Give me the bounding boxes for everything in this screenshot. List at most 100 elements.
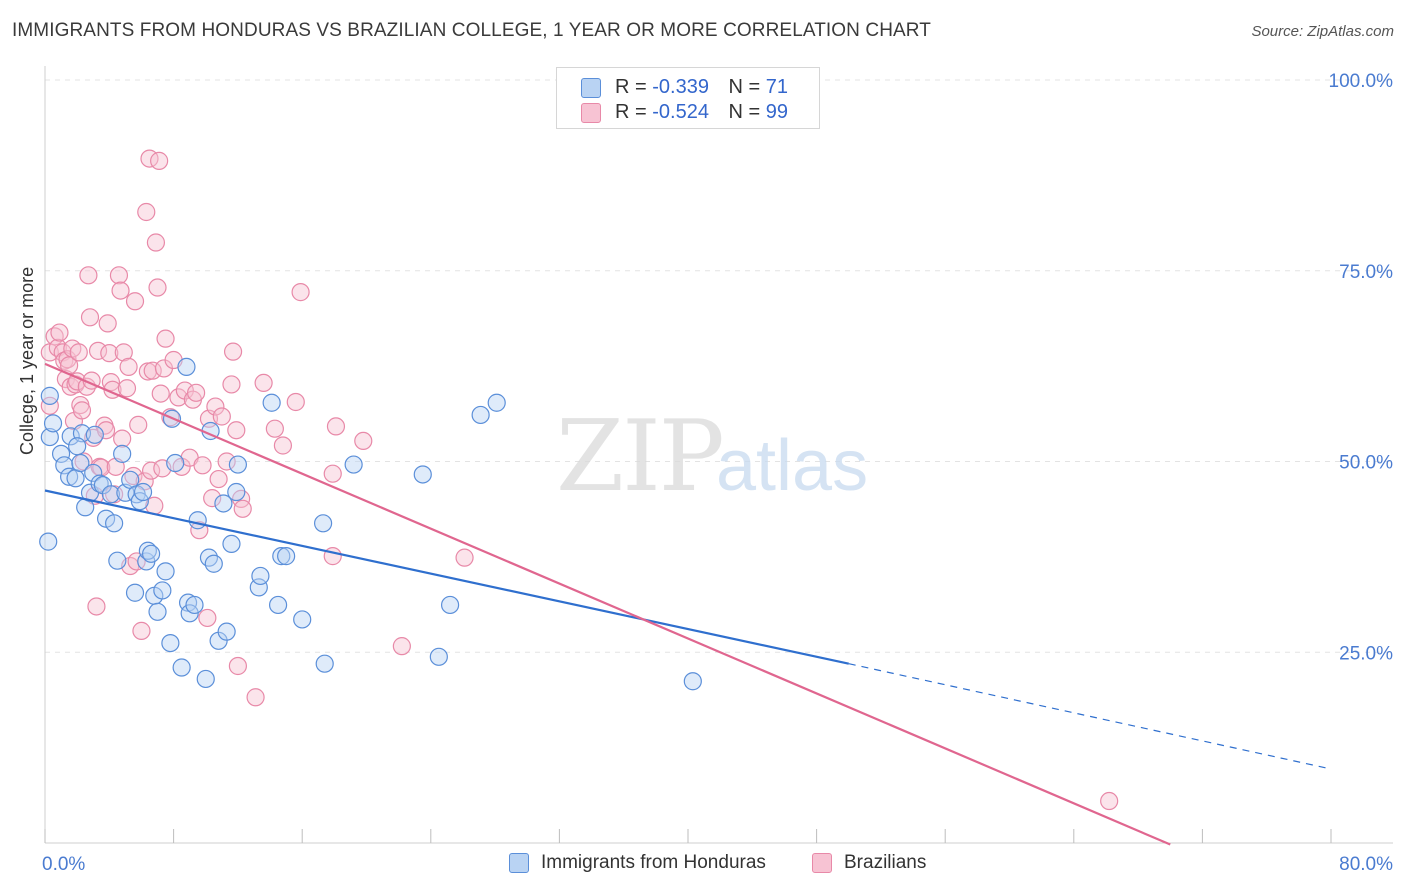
brazilians-point <box>169 388 188 407</box>
brazilians-points <box>40 149 1119 811</box>
honduras-point <box>214 494 233 513</box>
honduras-point <box>487 393 506 412</box>
honduras-point <box>101 485 121 504</box>
brazilians-point <box>50 323 69 342</box>
y-axis-label: College, 1 year or more <box>17 266 37 455</box>
brazilians-point <box>114 343 133 362</box>
honduras-point <box>251 566 270 586</box>
brazilians-point <box>148 278 167 297</box>
legend-n-value: 99 <box>765 101 789 123</box>
legend-swatch-brazilians <box>581 103 601 123</box>
brazilians-point <box>1100 791 1119 811</box>
legend-r-label: R = <box>615 76 653 98</box>
brazilians-point <box>96 421 116 440</box>
honduras-point <box>166 453 185 473</box>
brazilians-point <box>187 383 206 402</box>
brazilians-point <box>323 464 342 483</box>
honduras-point <box>138 541 157 560</box>
brazilians-point <box>193 456 212 475</box>
legend-n-label: N = <box>728 101 766 123</box>
brazilians-point <box>222 375 241 394</box>
y-tick-label: 25.0% <box>1339 643 1393 664</box>
honduras-point <box>199 548 219 567</box>
honduras-point <box>39 532 58 551</box>
tick-labels: 25.0% 50.0% 75.0% 100.0% 0.0% 80.0% <box>42 71 1393 875</box>
brazilians-point <box>101 373 121 392</box>
bottom-legend-swatch-brazilians <box>812 853 832 873</box>
honduras-point <box>313 514 333 533</box>
honduras-trend-extension <box>848 663 1332 770</box>
honduras-point <box>113 444 132 463</box>
honduras-point <box>683 672 702 691</box>
chart-title: IMMIGRANTS FROM HONDURAS VS BRAZILIAN CO… <box>12 20 931 41</box>
honduras-point <box>180 604 199 623</box>
y-tick-label: 100.0% <box>1329 71 1394 92</box>
honduras-point <box>293 610 312 629</box>
honduras-point <box>153 581 172 600</box>
brazilians-point <box>69 343 88 362</box>
honduras-point <box>262 393 281 412</box>
honduras-point <box>55 456 74 475</box>
legend-r-label: R = <box>615 101 653 123</box>
brazilians-point <box>392 637 411 656</box>
brazilians-point <box>141 461 161 480</box>
brazilians-point <box>79 266 98 285</box>
brazilians-point <box>150 151 169 170</box>
brazilians-point <box>125 292 145 311</box>
honduras-point <box>66 469 85 488</box>
brazilians-point <box>88 341 108 360</box>
brazilians-point <box>40 396 59 415</box>
brazilians-point <box>119 357 138 376</box>
honduras-point <box>196 669 215 689</box>
brazilians-point <box>98 314 117 333</box>
honduras-point <box>249 578 268 597</box>
honduras-point <box>227 482 246 502</box>
brazilians-point <box>129 415 148 434</box>
honduras-point <box>471 405 490 425</box>
honduras-point <box>204 554 223 573</box>
brazilians-point <box>203 489 222 508</box>
brazilians-point <box>80 308 100 327</box>
legend-swatch-honduras <box>581 78 601 98</box>
trend-lines <box>44 362 1332 846</box>
brazilians-point <box>227 421 246 440</box>
honduras-point <box>272 547 291 566</box>
source-label: Source: ZipAtlas.com <box>1251 23 1394 40</box>
x-tick-label-max: 80.0% <box>1339 854 1393 875</box>
brazilians-point <box>265 419 284 438</box>
brazilians-point <box>117 379 137 398</box>
watermark: ZIP atlas <box>556 400 868 514</box>
brazilians-point <box>228 656 247 676</box>
honduras-point <box>277 547 296 566</box>
brazilians-point <box>206 397 225 416</box>
honduras-point <box>217 622 236 641</box>
brazilians-point <box>146 233 166 252</box>
brazilians-point <box>72 401 92 420</box>
honduras-points <box>39 357 702 691</box>
honduras-point <box>61 427 80 446</box>
honduras-point <box>413 465 432 484</box>
legend-r-value: -0.339 <box>652 76 709 98</box>
honduras-point <box>172 658 191 677</box>
legend-n-label: N = <box>728 76 766 98</box>
brazilians-trend-line <box>44 362 1171 846</box>
honduras-point <box>68 437 87 456</box>
brazilians-point <box>246 688 265 707</box>
honduras-point <box>228 455 247 474</box>
honduras-point <box>185 595 204 615</box>
brazilians-point <box>113 429 132 448</box>
legend-n-value: 71 <box>765 76 789 98</box>
brazilians-point <box>111 281 130 300</box>
x-tick-label-min: 0.0% <box>42 854 85 875</box>
brazilians-point <box>291 283 310 302</box>
brazilians-point <box>58 350 77 369</box>
honduras-point <box>148 602 167 621</box>
honduras-point <box>40 386 59 405</box>
brazilians-point <box>87 597 106 616</box>
brazilians-point <box>354 431 373 450</box>
honduras-point <box>108 551 127 570</box>
honduras-point <box>344 455 363 474</box>
brazilians-point <box>127 552 146 571</box>
brazilians-point <box>217 452 236 471</box>
